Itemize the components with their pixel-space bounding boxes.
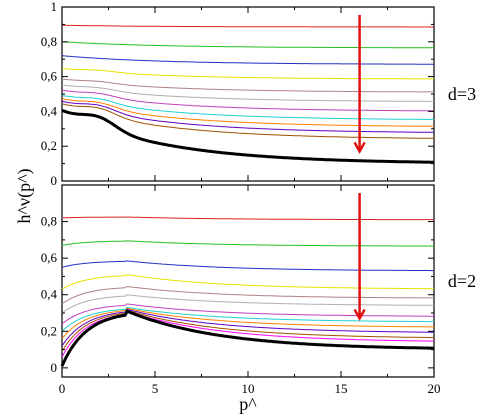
y-tick-label: 0,8 xyxy=(41,214,57,229)
series-line-1-0 xyxy=(61,216,434,221)
series-line-1-9 xyxy=(61,308,434,347)
series-line-0-4 xyxy=(61,78,434,93)
series-line-1-7 xyxy=(61,306,434,332)
series-line-0-8 xyxy=(61,98,434,127)
series-line-1-10 xyxy=(61,309,435,352)
panel-label: d=2 xyxy=(448,271,476,291)
trend-arrow-head xyxy=(353,141,366,154)
series-line-1-6 xyxy=(61,303,434,325)
y-tick-label: 0,4 xyxy=(41,103,58,118)
x-tick-label: 15 xyxy=(335,381,348,396)
y-tick-label: 0,2 xyxy=(41,323,57,338)
series-line-1-2 xyxy=(61,260,434,272)
series-line-0-2 xyxy=(61,55,434,65)
x-tick-label: 10 xyxy=(242,381,255,396)
x-tick-label: 20 xyxy=(428,381,441,396)
series-line-0-10 xyxy=(61,103,434,139)
y-tick-label: 0,6 xyxy=(41,250,58,265)
x-axis-label: p^ xyxy=(239,394,257,414)
series-line-0-9 xyxy=(61,100,434,133)
y-tick-label: 0 xyxy=(51,173,58,188)
y-tick-label: 0,6 xyxy=(41,69,58,84)
y-tick-label: 0,4 xyxy=(41,287,58,302)
series-line-0-6 xyxy=(61,89,434,112)
series-line-1-4 xyxy=(61,285,434,305)
series-line-0-11 xyxy=(61,108,434,164)
y-tick-label: 0,2 xyxy=(41,138,57,153)
y-tick-label: 1 xyxy=(51,0,58,14)
x-tick-label: 0 xyxy=(59,381,66,396)
series-line-1-3 xyxy=(61,274,434,290)
y-tick-label: 0 xyxy=(51,360,58,375)
series-line-0-5 xyxy=(61,84,434,102)
series-line-0-0 xyxy=(62,24,434,28)
series-line-0-3 xyxy=(61,68,434,80)
trend-arrow-head xyxy=(353,308,366,322)
series-line-1-5 xyxy=(61,294,434,314)
x-tick-label: 5 xyxy=(152,381,159,396)
y-axis-label: h^ν(p^) xyxy=(14,168,35,223)
series-line-0-1 xyxy=(61,41,434,49)
panel-label: d=3 xyxy=(448,84,476,104)
series-line-1-8 xyxy=(61,307,434,339)
series-line-1-1 xyxy=(61,240,434,247)
series-line-1-12 xyxy=(60,309,435,367)
y-tick-label: 0,8 xyxy=(41,34,57,49)
series-line-0-7 xyxy=(61,94,435,120)
